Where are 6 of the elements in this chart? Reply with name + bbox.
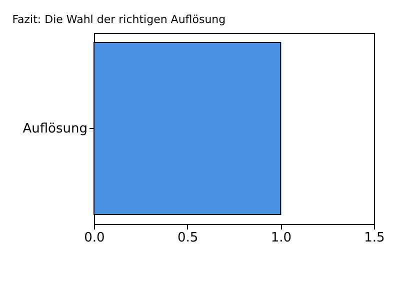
x-tick-label: 1.0 <box>270 230 292 246</box>
chart-title: Fazit: Die Wahl der richtigen Auflösung <box>12 13 226 26</box>
x-tick-label: 0.0 <box>84 230 105 246</box>
x-tick-label: 0.5 <box>177 230 198 246</box>
y-tick-label: Auflösung <box>22 122 88 136</box>
x-tick-label: 1.5 <box>364 230 385 246</box>
